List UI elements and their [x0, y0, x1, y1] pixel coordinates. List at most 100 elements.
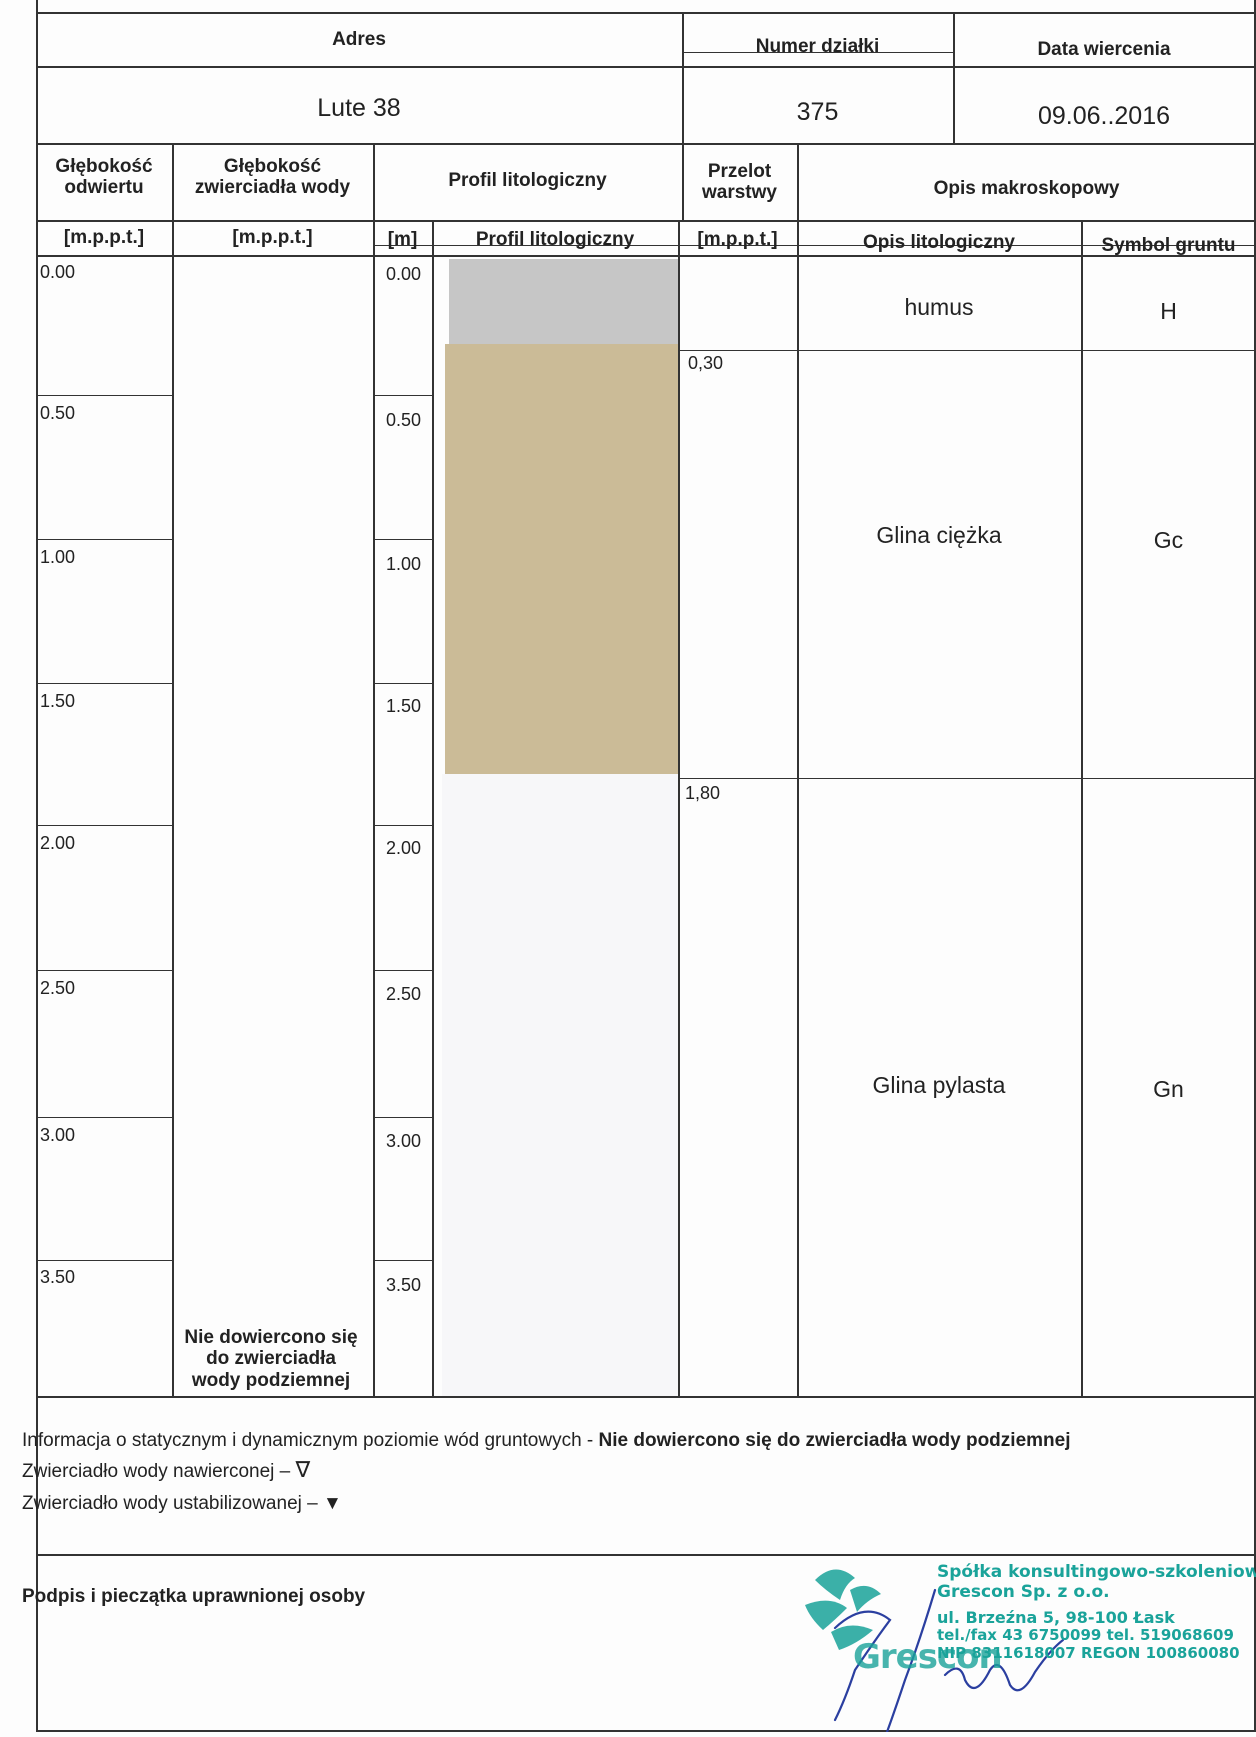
m-tick-line — [373, 825, 432, 826]
unit-water-depth: [m.p.p.t.] — [232, 227, 313, 248]
column-header-divider — [36, 220, 1256, 222]
depth-tick-label: 1.00 — [40, 547, 76, 567]
table-border-right — [1254, 0, 1256, 1732]
layer-boundary-180 — [678, 778, 1256, 779]
m-tick-line — [373, 683, 432, 684]
profile-layer-glina-pylasta — [442, 774, 678, 1396]
col-divider-passage — [797, 143, 799, 1396]
company-stamp: Grescon Spółka konsultingowo-szkoleniowa… — [795, 1560, 1256, 1734]
layer-soil-symbol: Gc — [1153, 527, 1184, 553]
col-subheader-soil-symbol: Symbol gruntu — [1101, 235, 1236, 256]
drilled-water-label: Zwierciadło wody nawierconej – — [22, 1461, 296, 1482]
layer-description: Glina ciężka — [876, 522, 1002, 548]
water-level-info-result: Nie dowiercono się do zwierciadła wody p… — [598, 1430, 1071, 1451]
col-subheader-lith-desc: Opis litologiczny — [862, 232, 1015, 253]
drilled-water-legend: Zwierciadło wody nawierconej – ∇ — [22, 1457, 311, 1482]
col-header-profile: Profil litologiczny — [448, 170, 607, 191]
depth-tick-line — [36, 1260, 172, 1261]
drilling-date-value: 09.06..2016 — [1037, 102, 1171, 130]
m-tick-label: 0.00 — [386, 264, 422, 284]
profile-layer-humus — [449, 259, 678, 344]
col-subheader-profile: Profil litologiczny — [475, 229, 635, 250]
stamp-line: ul. Brzeźna 5, 98-100 Łask — [937, 1608, 1175, 1627]
col-header-macro-desc: Opis makroskopowy — [933, 178, 1120, 199]
col-header-water-depth: Głębokość zwierciadła wody — [194, 156, 351, 198]
water-level-info-prefix: Informacja o statycznym i dynamicznym po… — [22, 1430, 599, 1451]
col-divider-depth — [172, 143, 174, 1396]
header-col-divider-1 — [682, 12, 684, 220]
drilled-water-symbol: ∇ — [295, 1457, 311, 1482]
layer-description: humus — [904, 294, 974, 320]
col-divider-m — [432, 220, 434, 1396]
drilling-date-label: Data wiercenia — [1037, 39, 1171, 60]
m-tick-label: 0.50 — [386, 410, 422, 430]
depth-tick-label: 3.50 — [40, 1267, 76, 1287]
depth-tick-label: 0.50 — [40, 403, 76, 423]
stabilized-water-label: Zwierciadło wody ustabilizowanej – — [22, 1493, 323, 1514]
unit-m: [m] — [387, 229, 418, 250]
depth-tick-label: 2.50 — [40, 978, 76, 998]
unit-subrow-line — [373, 245, 1256, 246]
layer-top-depth: 0,30 — [688, 353, 724, 373]
m-tick-line — [373, 1260, 432, 1261]
depth-tick-label: 1.50 — [40, 691, 76, 711]
layer-soil-symbol: H — [1160, 298, 1177, 324]
col-divider-desc — [1081, 220, 1083, 1396]
m-tick-label: 3.00 — [386, 1131, 422, 1151]
stamp-line: Spółka konsultingowo-szkoleniowa — [937, 1562, 1256, 1582]
layer-soil-symbol: Gn — [1153, 1076, 1184, 1102]
layer-description: Glina pylasta — [872, 1072, 1006, 1098]
page-border-bottom — [36, 1730, 1256, 1732]
layer-top-depth: 1,80 — [685, 783, 721, 803]
depth-tick-line — [36, 683, 172, 684]
plot-number-label: Numer działki — [755, 36, 880, 57]
m-tick-label: 2.00 — [386, 838, 422, 858]
depth-tick-line — [36, 1117, 172, 1118]
m-tick-line — [373, 1117, 432, 1118]
plot-number-underline — [682, 52, 953, 53]
address-value: Lute 38 — [317, 94, 401, 122]
m-tick-line — [373, 539, 432, 540]
depth-tick-label: 0.00 — [40, 262, 76, 282]
stamp-logo-icon — [805, 1569, 1065, 1734]
stabilized-water-legend: Zwierciadło wody ustabilizowanej – ▼ — [22, 1494, 342, 1513]
depth-tick-line — [36, 395, 172, 396]
m-tick-label: 3.50 — [386, 1275, 422, 1295]
stamp-line: NIP 8311618007 REGON 100860080 — [937, 1644, 1240, 1662]
layer-boundary-030 — [678, 350, 1256, 351]
m-tick-label: 2.50 — [386, 984, 422, 1004]
unit-depth: [m.p.p.t.] — [63, 227, 145, 248]
header-col-divider-2 — [953, 12, 955, 143]
stamp-logo-word: Grescon — [853, 1637, 1003, 1677]
depth-tick-line — [36, 970, 172, 971]
m-tick-label: 1.50 — [386, 696, 422, 716]
info-divider — [36, 143, 1256, 145]
m-tick-line — [373, 970, 432, 971]
water-level-info: Informacja o statycznym i dynamicznym po… — [22, 1431, 1070, 1450]
depth-tick-label: 3.00 — [40, 1125, 76, 1145]
depth-tick-label: 2.00 — [40, 833, 76, 853]
col-divider-water — [373, 143, 375, 1396]
col-header-depth: Głębokość odwiertu — [55, 156, 153, 198]
address-label: Adres — [332, 29, 386, 50]
stabilized-water-symbol: ▼ — [322, 1493, 342, 1514]
unit-row-divider — [36, 255, 1256, 257]
plot-number-value: 375 — [796, 98, 839, 126]
table-bottom-divider — [36, 1396, 1256, 1398]
header-divider — [36, 66, 1256, 68]
footer-divider — [36, 1554, 1256, 1556]
stamp-line: tel./fax 43 6750099 tel. 519068609 — [937, 1626, 1234, 1644]
m-tick-label: 1.00 — [386, 554, 422, 574]
depth-tick-line — [36, 539, 172, 540]
signature-label: Podpis i pieczątka uprawnionej osoby — [22, 1586, 366, 1607]
col-divider-profile — [678, 220, 680, 1396]
col-header-layer-passage: Przelot warstwy — [702, 161, 777, 203]
unit-passage: [m.p.p.t.] — [697, 229, 778, 250]
stamp-line: Grescon Sp. z o.o. — [937, 1582, 1110, 1602]
water-not-reached-note: Nie dowiercono się do zwierciadła wody p… — [184, 1327, 358, 1391]
m-tick-line — [373, 395, 432, 396]
profile-layer-glina-ciezka — [445, 344, 678, 774]
depth-tick-line — [36, 825, 172, 826]
table-border-top — [36, 12, 1256, 14]
